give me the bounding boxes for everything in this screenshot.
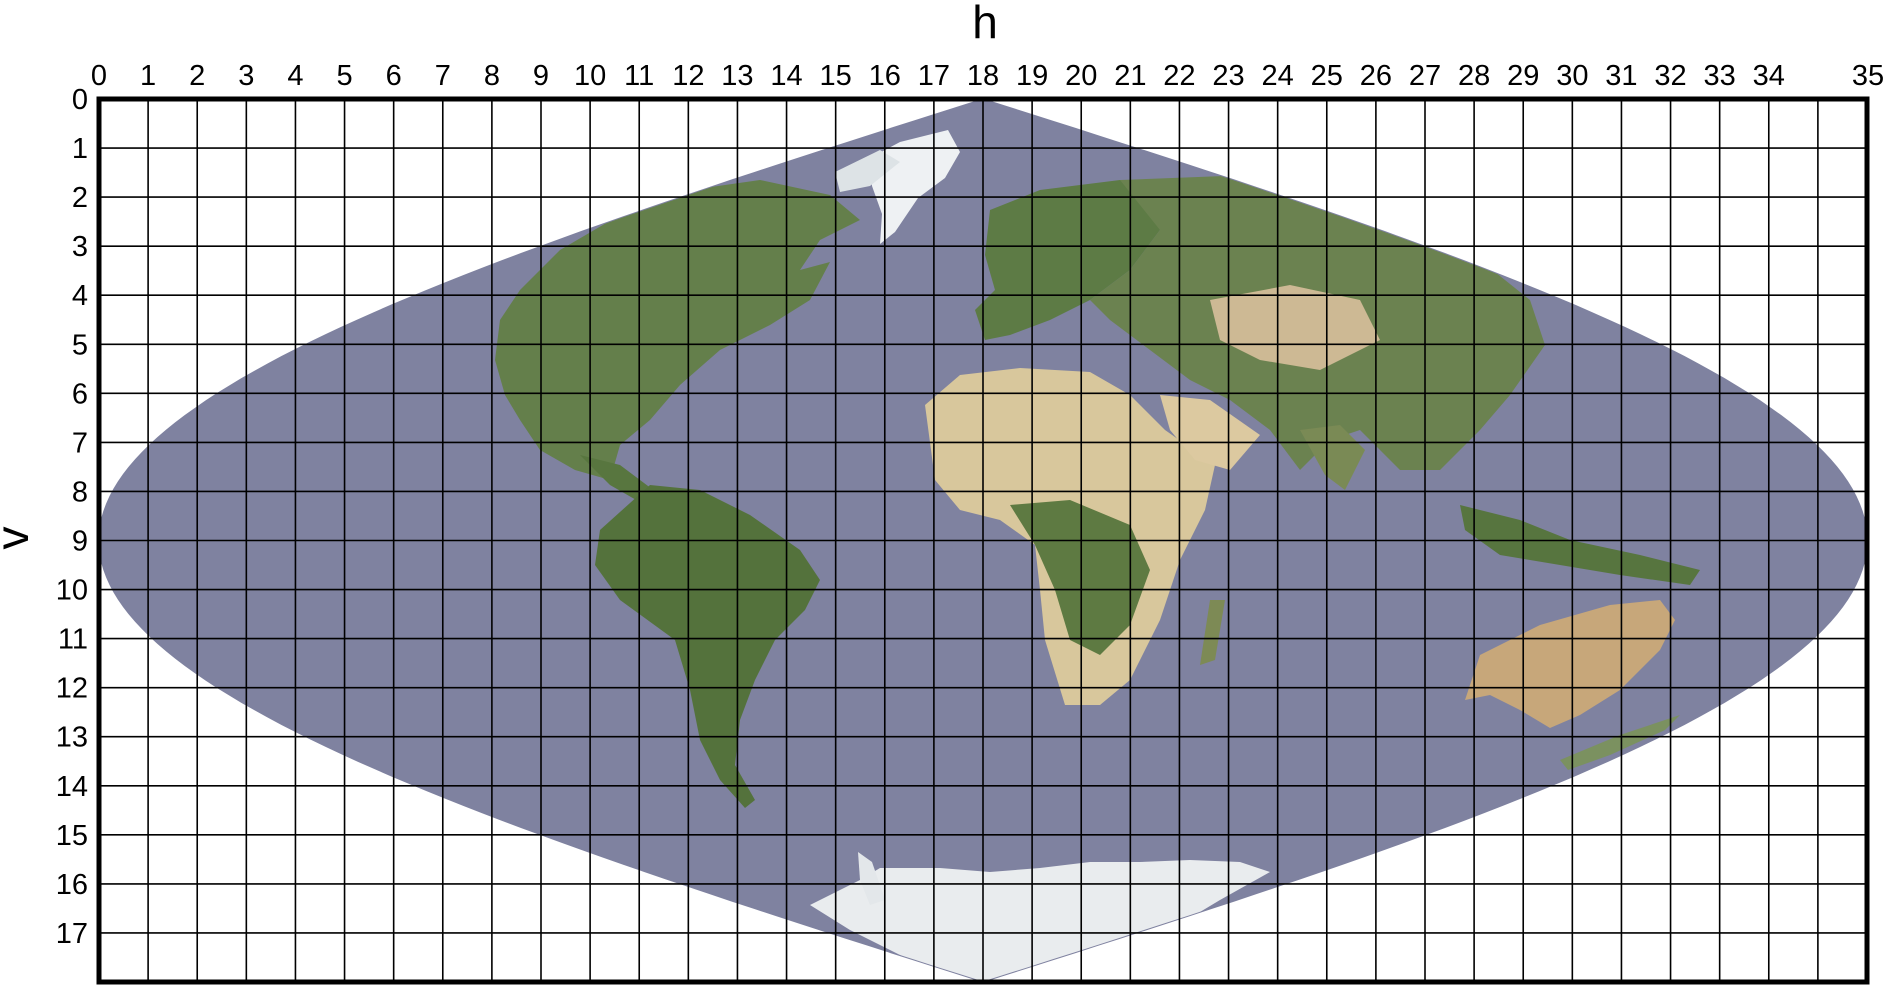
h-tick-label: 3 xyxy=(238,60,254,92)
v-tick-label: 7 xyxy=(72,427,88,459)
h-axis-tick-labels: 0 1 2 3 4 5 6 7 8 9 10 11 12 13 14 15 16 17 18 19 20 21 22 23 24… xyxy=(91,60,1884,92)
h-tick-label: 32 xyxy=(1654,60,1686,92)
h-tick-label: 21 xyxy=(1114,60,1146,92)
h-tick-label: 28 xyxy=(1458,60,1490,92)
h-tick-label: 34 xyxy=(1753,60,1785,92)
v-tick-label: 0 xyxy=(72,84,88,116)
h-tick-label: 12 xyxy=(672,60,704,92)
h-tick-label: 17 xyxy=(918,60,950,92)
v-tick-label: 11 xyxy=(58,624,88,656)
v-tick-label: 4 xyxy=(72,280,88,312)
antarctic-peninsula xyxy=(858,852,885,905)
h-tick-label: 16 xyxy=(869,60,901,92)
h-tick-label: 25 xyxy=(1311,60,1343,92)
h-tick-label: 24 xyxy=(1262,60,1294,92)
madagascar xyxy=(1200,600,1225,665)
south-america xyxy=(595,485,820,808)
v-tick-label: 5 xyxy=(72,329,88,361)
v-tick-label: 3 xyxy=(72,231,88,263)
h-tick-label: 5 xyxy=(336,60,352,92)
h-tick-label: 1 xyxy=(140,60,156,92)
plot-frame xyxy=(96,96,1870,985)
antarctica xyxy=(810,860,1270,982)
north-america xyxy=(495,180,860,480)
h-tick-label: 30 xyxy=(1556,60,1588,92)
v-tick-label: 9 xyxy=(72,526,88,558)
h-tick-label: 19 xyxy=(1016,60,1048,92)
v-tick-label: 13 xyxy=(56,722,88,754)
indonesia xyxy=(1460,505,1700,585)
h-tick-label: 6 xyxy=(386,60,402,92)
europe xyxy=(975,180,1180,340)
h-tick-label: 18 xyxy=(967,60,999,92)
h-axis-title: h xyxy=(972,0,998,48)
h-tick-label: 13 xyxy=(721,60,753,92)
new-zealand xyxy=(1560,715,1680,770)
v-tick-label: 12 xyxy=(56,673,88,705)
australia xyxy=(1465,600,1675,728)
h-tick-label: 33 xyxy=(1704,60,1736,92)
h-tick-label: 14 xyxy=(770,60,802,92)
central-asia-steppe xyxy=(1210,285,1380,370)
v-tick-label: 1 xyxy=(72,133,88,165)
h-tick-label: 31 xyxy=(1605,60,1637,92)
h-tick-label: 22 xyxy=(1163,60,1195,92)
arctic-islands xyxy=(835,150,900,192)
h-tick-label: 35 xyxy=(1852,60,1884,92)
h-tick-label: 2 xyxy=(189,60,205,92)
v-axis-title: v xyxy=(0,527,38,550)
v-tick-label: 10 xyxy=(56,575,88,607)
v-tick-label: 17 xyxy=(56,918,88,950)
tile-grid xyxy=(99,99,1867,982)
h-tick-label: 26 xyxy=(1360,60,1392,92)
v-tick-label: 6 xyxy=(72,378,88,410)
v-tick-label: 8 xyxy=(72,476,88,508)
h-tick-label: 23 xyxy=(1212,60,1244,92)
h-tick-label: 4 xyxy=(287,60,303,92)
india xyxy=(1300,425,1365,490)
v-tick-label: 16 xyxy=(56,869,88,901)
h-tick-label: 27 xyxy=(1409,60,1441,92)
h-tick-label: 20 xyxy=(1065,60,1097,92)
v-tick-label: 2 xyxy=(72,182,88,214)
v-tick-label: 14 xyxy=(56,771,88,803)
h-tick-label: 8 xyxy=(484,60,500,92)
v-tick-label: 15 xyxy=(56,820,88,852)
h-tick-label: 7 xyxy=(435,60,451,92)
h-tick-label: 9 xyxy=(533,60,549,92)
h-tick-label: 0 xyxy=(91,60,107,92)
africa-forest xyxy=(1010,500,1150,655)
arabian-peninsula xyxy=(1160,395,1260,470)
h-tick-label: 29 xyxy=(1507,60,1539,92)
h-tick-label: 10 xyxy=(574,60,606,92)
h-tick-label: 15 xyxy=(820,60,852,92)
h-tick-label: 11 xyxy=(624,60,654,92)
